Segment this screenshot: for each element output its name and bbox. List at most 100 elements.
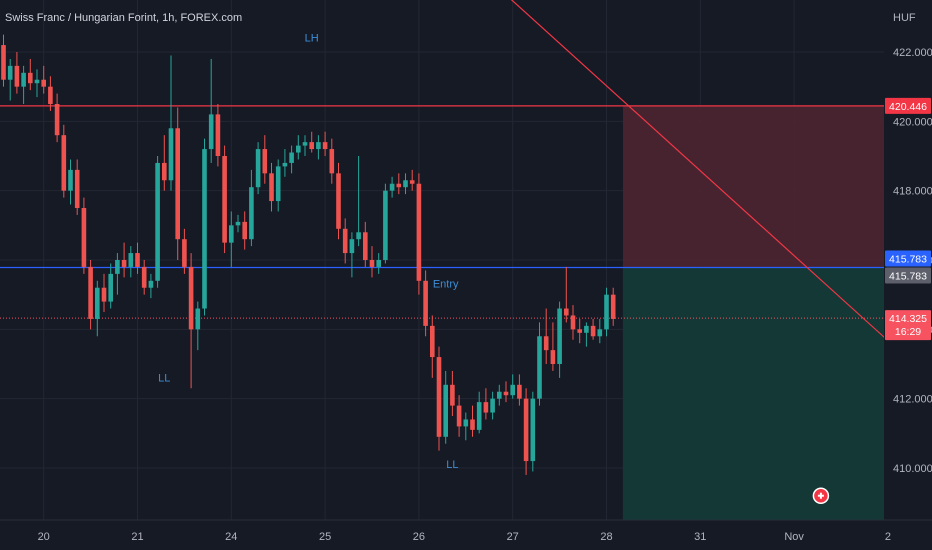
candle[interactable]	[282, 149, 288, 177]
candle[interactable]	[530, 391, 536, 472]
candle[interactable]	[490, 391, 495, 420]
candle[interactable]	[316, 135, 321, 160]
candle[interactable]	[7, 58, 13, 101]
candle[interactable]	[28, 58, 33, 91]
candle[interactable]	[309, 131, 314, 153]
candle[interactable]	[128, 246, 134, 278]
time-axis[interactable]	[0, 520, 932, 550]
candle[interactable]	[483, 388, 489, 420]
candle[interactable]	[148, 273, 154, 299]
candle[interactable]	[604, 287, 609, 337]
candle[interactable]	[543, 308, 549, 364]
candle[interactable]	[255, 142, 261, 195]
candle[interactable]	[269, 162, 274, 212]
candle[interactable]	[115, 253, 120, 295]
candle[interactable]	[416, 173, 422, 295]
candle[interactable]	[302, 135, 308, 156]
candle[interactable]	[249, 169, 254, 247]
candle[interactable]	[557, 301, 562, 378]
candle[interactable]	[376, 253, 381, 274]
candle[interactable]	[141, 260, 147, 295]
candle[interactable]	[61, 124, 67, 198]
candle[interactable]	[349, 232, 355, 278]
candle[interactable]	[577, 318, 582, 344]
candle[interactable]	[510, 374, 515, 399]
candle[interactable]	[503, 381, 509, 403]
candle[interactable]	[336, 162, 341, 240]
candle[interactable]	[208, 58, 214, 163]
candle[interactable]	[135, 242, 140, 274]
descending-trendline[interactable]	[493, 0, 896, 348]
candlestick-series[interactable]	[1, 34, 616, 475]
candle[interactable]	[229, 211, 234, 267]
candle[interactable]	[570, 305, 576, 340]
candle[interactable]	[389, 176, 395, 198]
candle[interactable]	[450, 370, 455, 416]
candle[interactable]	[537, 322, 542, 406]
candle[interactable]	[610, 287, 616, 326]
candle[interactable]	[188, 253, 194, 389]
candle[interactable]	[363, 221, 368, 267]
candle[interactable]	[550, 322, 556, 371]
candle[interactable]	[296, 135, 301, 160]
candle[interactable]	[34, 69, 40, 98]
candle[interactable]	[68, 159, 73, 205]
candle[interactable]	[497, 384, 502, 406]
candle[interactable]	[342, 218, 348, 264]
candle[interactable]	[88, 260, 93, 330]
candle[interactable]	[242, 211, 247, 250]
candle[interactable]	[329, 138, 335, 184]
candle[interactable]	[403, 173, 408, 195]
candle[interactable]	[108, 263, 113, 309]
candle[interactable]	[215, 104, 221, 167]
candle[interactable]	[289, 145, 294, 174]
candle[interactable]	[202, 138, 207, 316]
candle[interactable]	[168, 55, 174, 191]
candle[interactable]	[356, 156, 361, 247]
candle[interactable]	[322, 131, 328, 156]
candle[interactable]	[436, 346, 442, 451]
candle[interactable]	[262, 135, 268, 184]
candle[interactable]	[195, 301, 201, 351]
take-profit-zone[interactable]	[622, 267, 884, 520]
candle[interactable]	[54, 93, 60, 143]
event-marker[interactable]	[812, 487, 830, 504]
candle[interactable]	[430, 315, 435, 378]
candle[interactable]	[121, 242, 127, 278]
candle[interactable]	[235, 214, 241, 233]
candle[interactable]	[476, 391, 482, 434]
trendline[interactable]	[493, 0, 896, 348]
candle[interactable]	[409, 169, 415, 191]
candle[interactable]	[21, 65, 26, 104]
candle[interactable]	[470, 405, 475, 437]
candle[interactable]	[48, 76, 53, 111]
candle[interactable]	[74, 159, 80, 215]
candle[interactable]	[523, 388, 529, 475]
candle[interactable]	[597, 318, 603, 344]
candle[interactable]	[564, 266, 569, 323]
candle[interactable]	[222, 145, 227, 254]
candle[interactable]	[81, 197, 87, 274]
candle[interactable]	[155, 156, 160, 288]
candle[interactable]	[463, 412, 469, 441]
position-zones[interactable]	[622, 105, 884, 520]
candle[interactable]	[396, 173, 402, 195]
candle[interactable]	[14, 52, 20, 94]
horizontal-lines[interactable]	[0, 105, 884, 319]
stop-loss-zone[interactable]	[622, 105, 884, 268]
candle[interactable]	[101, 273, 107, 312]
candle[interactable]	[517, 374, 522, 406]
candle[interactable]	[383, 183, 388, 264]
candle[interactable]	[369, 246, 375, 278]
candle[interactable]	[1, 34, 6, 87]
candle[interactable]	[175, 107, 180, 260]
candle[interactable]	[443, 370, 448, 444]
candle[interactable]	[95, 280, 100, 337]
candle[interactable]	[162, 135, 167, 191]
candle[interactable]	[41, 65, 46, 94]
candle[interactable]	[590, 318, 596, 340]
candle[interactable]	[182, 228, 187, 274]
candle[interactable]	[423, 270, 428, 337]
candle[interactable]	[584, 322, 589, 347]
